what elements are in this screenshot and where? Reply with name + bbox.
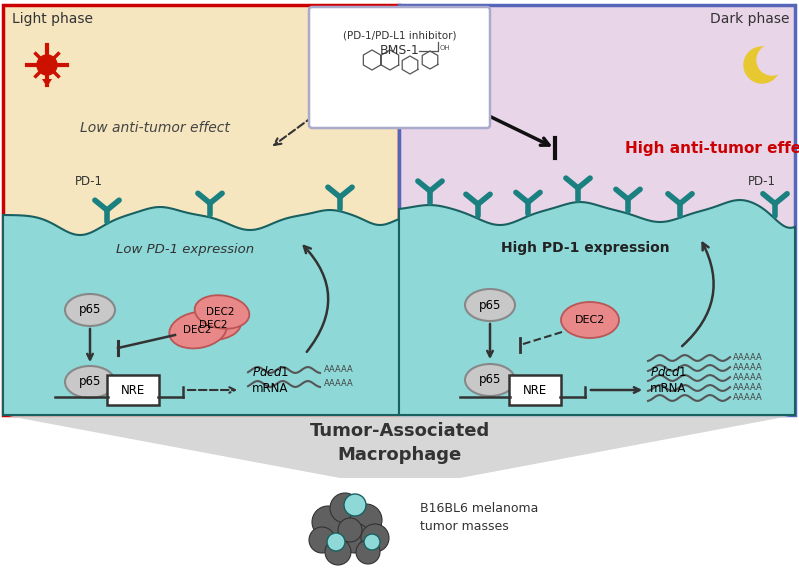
Circle shape xyxy=(356,540,380,564)
Text: Dark phase: Dark phase xyxy=(710,12,790,26)
Text: AAAAA: AAAAA xyxy=(733,373,763,382)
Ellipse shape xyxy=(195,295,249,329)
Text: BMS-1: BMS-1 xyxy=(380,44,419,56)
Text: NRE: NRE xyxy=(523,383,547,397)
Bar xyxy=(399,5,795,415)
Text: AAAAA: AAAAA xyxy=(324,364,354,374)
Polygon shape xyxy=(42,79,52,87)
Text: OH: OH xyxy=(440,45,451,51)
Text: PD-1: PD-1 xyxy=(75,175,103,188)
Text: $\it{Pdcd1}$
mRNA: $\it{Pdcd1}$ mRNA xyxy=(252,366,288,394)
Text: NRE: NRE xyxy=(121,383,145,397)
Text: AAAAA: AAAAA xyxy=(324,378,354,387)
Circle shape xyxy=(350,504,382,536)
Text: p65: p65 xyxy=(79,375,101,389)
Text: AAAAA: AAAAA xyxy=(733,352,763,362)
Text: B16BL6 melanoma
tumor masses: B16BL6 melanoma tumor masses xyxy=(420,502,539,533)
Circle shape xyxy=(361,524,389,552)
Circle shape xyxy=(344,494,366,516)
Text: DEC2: DEC2 xyxy=(199,320,227,330)
Circle shape xyxy=(309,527,335,553)
Ellipse shape xyxy=(465,289,515,321)
Bar xyxy=(3,5,399,415)
Circle shape xyxy=(340,523,370,553)
Text: (PD-1/PD-L1 inhibitor): (PD-1/PD-L1 inhibitor) xyxy=(343,30,456,40)
Text: p65: p65 xyxy=(479,374,501,386)
Text: PD-1: PD-1 xyxy=(748,175,776,188)
Text: High anti-tumor effect: High anti-tumor effect xyxy=(625,141,799,156)
Circle shape xyxy=(312,506,344,538)
Ellipse shape xyxy=(189,310,241,340)
Text: p65: p65 xyxy=(479,298,501,312)
Circle shape xyxy=(37,55,57,75)
Text: High PD-1 expression: High PD-1 expression xyxy=(501,241,670,255)
Ellipse shape xyxy=(65,294,115,326)
Polygon shape xyxy=(3,415,795,478)
FancyBboxPatch shape xyxy=(309,7,490,128)
Text: DEC2: DEC2 xyxy=(574,315,605,325)
Text: AAAAA: AAAAA xyxy=(733,393,763,401)
Text: Tumor-Associated
Macrophage: Tumor-Associated Macrophage xyxy=(309,422,490,464)
Ellipse shape xyxy=(465,364,515,396)
Circle shape xyxy=(757,45,787,75)
Circle shape xyxy=(325,539,351,565)
Circle shape xyxy=(744,47,780,83)
Text: Light phase: Light phase xyxy=(12,12,93,26)
FancyBboxPatch shape xyxy=(107,375,159,405)
Circle shape xyxy=(364,534,380,550)
FancyBboxPatch shape xyxy=(509,375,561,405)
Polygon shape xyxy=(399,200,795,415)
Ellipse shape xyxy=(65,366,115,398)
Circle shape xyxy=(330,493,360,523)
Text: Low PD-1 expression: Low PD-1 expression xyxy=(116,243,254,257)
Text: AAAAA: AAAAA xyxy=(733,363,763,371)
Ellipse shape xyxy=(561,302,619,338)
Polygon shape xyxy=(3,207,399,415)
Text: p65: p65 xyxy=(79,304,101,316)
Circle shape xyxy=(327,533,345,551)
Text: $\it{Pdcd1}$
mRNA: $\it{Pdcd1}$ mRNA xyxy=(650,366,687,394)
Ellipse shape xyxy=(169,312,227,348)
Text: DEC2: DEC2 xyxy=(183,325,211,335)
Circle shape xyxy=(338,518,362,542)
Text: Low anti-tumor effect: Low anti-tumor effect xyxy=(80,121,230,135)
Text: AAAAA: AAAAA xyxy=(733,382,763,391)
Text: DEC2: DEC2 xyxy=(206,307,234,317)
